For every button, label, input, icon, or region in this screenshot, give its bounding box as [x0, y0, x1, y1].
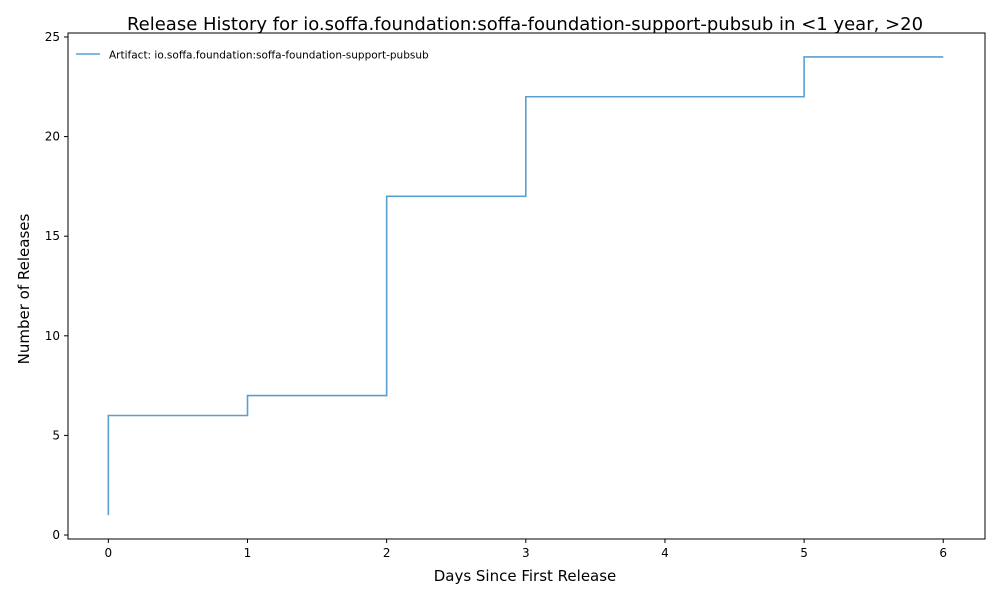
y-axis: 0 5 10 15 20 25: [45, 30, 68, 542]
y-tick-label: 25: [45, 30, 60, 44]
y-tick-label: 20: [45, 130, 60, 144]
x-tick-label: 4: [661, 546, 669, 560]
plot-frame: [67, 32, 986, 540]
y-tick-label: 10: [45, 329, 60, 343]
y-tick-label: 5: [52, 428, 60, 442]
x-axis-label: Days Since First Release: [434, 567, 617, 585]
chart-title: Release History for io.soffa.foundation:…: [127, 14, 923, 35]
series-line: [107, 56, 944, 516]
x-tick-label: 5: [800, 546, 808, 560]
legend-label: Artifact: io.soffa.foundation:soffa-foun…: [109, 50, 429, 62]
legend: Artifact: io.soffa.foundation:soffa-foun…: [76, 50, 429, 62]
x-tick-label: 0: [105, 546, 113, 560]
x-axis: 0 1 2 3 4 5 6: [105, 539, 947, 560]
y-axis-label: Number of Releases: [15, 213, 33, 364]
x-tick-label: 2: [383, 546, 391, 560]
y-tick-label: 15: [45, 229, 60, 243]
y-tick-label: 0: [52, 528, 60, 542]
plot-area: [67, 32, 986, 540]
x-tick-label: 1: [244, 546, 252, 560]
x-tick-label: 6: [939, 546, 947, 560]
x-tick-label: 3: [522, 546, 530, 560]
